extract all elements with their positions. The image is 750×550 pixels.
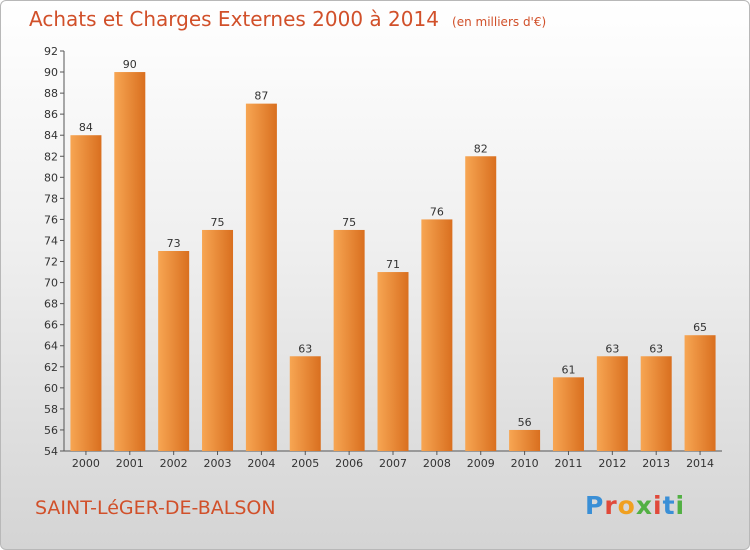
x-tick-label-2004: 2004 xyxy=(247,457,275,470)
x-tick-label-2005: 2005 xyxy=(291,457,319,470)
y-tick-label: 62 xyxy=(44,361,58,374)
value-label-2001: 90 xyxy=(123,58,137,71)
x-tick-label-2001: 2001 xyxy=(116,457,144,470)
x-tick-label-2013: 2013 xyxy=(642,457,670,470)
y-tick-label: 82 xyxy=(44,150,58,163)
y-tick-label: 72 xyxy=(44,256,58,269)
y-tick-label: 88 xyxy=(44,87,58,100)
bar-2012 xyxy=(596,356,628,451)
bar-2011 xyxy=(552,377,584,451)
logo-letter: P xyxy=(585,491,605,520)
y-tick-label: 70 xyxy=(44,277,58,290)
value-label-2012: 63 xyxy=(605,342,619,355)
x-tick-label-2008: 2008 xyxy=(423,457,451,470)
value-label-2013: 63 xyxy=(649,342,663,355)
logo-letter: o xyxy=(617,491,636,520)
bar-2000 xyxy=(70,135,102,452)
bar-2009 xyxy=(465,156,497,451)
bar-2010 xyxy=(509,429,541,451)
logo-letter: x xyxy=(635,491,653,520)
x-tick-label-2003: 2003 xyxy=(204,457,232,470)
bar-2005 xyxy=(289,356,321,451)
x-tick-label-2014: 2014 xyxy=(686,457,714,470)
y-tick-label: 86 xyxy=(44,108,58,121)
y-tick-label: 84 xyxy=(44,129,58,142)
chart-title-main: Achats et Charges Externes 2000 à 2014 xyxy=(29,7,439,31)
y-tick-label: 92 xyxy=(44,45,58,58)
logo-letter: i xyxy=(653,491,663,520)
logo-letter: t xyxy=(662,491,676,520)
value-label-2004: 87 xyxy=(254,90,268,103)
value-label-2002: 73 xyxy=(167,237,181,250)
y-tick-label: 74 xyxy=(44,234,58,247)
bar-2006 xyxy=(333,229,365,451)
x-tick-label-2002: 2002 xyxy=(160,457,188,470)
value-label-2010: 56 xyxy=(518,416,532,429)
bar-2013 xyxy=(640,356,672,451)
bar-2007 xyxy=(377,272,409,451)
y-tick-label: 78 xyxy=(44,192,58,205)
y-tick-label: 54 xyxy=(44,445,58,458)
bar-2008 xyxy=(421,219,453,451)
bar-2001 xyxy=(114,72,146,451)
y-tick-label: 90 xyxy=(44,66,58,79)
bar-2003 xyxy=(202,229,234,451)
y-tick-label: 66 xyxy=(44,319,58,332)
value-label-2009: 82 xyxy=(474,142,488,155)
bar-2014 xyxy=(684,335,716,451)
logo-letter: i xyxy=(675,491,686,520)
logo-letter: r xyxy=(604,491,618,520)
value-label-2000: 84 xyxy=(79,121,93,134)
x-tick-label-2000: 2000 xyxy=(72,457,100,470)
x-tick-label-2006: 2006 xyxy=(335,457,363,470)
chart-title: Achats et Charges Externes 2000 à 2014 (… xyxy=(29,7,546,31)
x-tick-label-2007: 2007 xyxy=(379,457,407,470)
value-label-2014: 65 xyxy=(693,321,707,334)
value-label-2006: 75 xyxy=(342,216,356,229)
x-tick-label-2012: 2012 xyxy=(598,457,626,470)
value-label-2003: 75 xyxy=(211,216,225,229)
value-label-2007: 71 xyxy=(386,258,400,271)
y-tick-label: 56 xyxy=(44,424,58,437)
y-tick-label: 64 xyxy=(44,340,58,353)
y-tick-label: 76 xyxy=(44,213,58,226)
chart-title-unit: (en milliers d'€) xyxy=(452,15,547,29)
value-label-2005: 63 xyxy=(298,342,312,355)
y-tick-label: 60 xyxy=(44,382,58,395)
bar-2004 xyxy=(245,103,277,451)
proxiti-logo[interactable]: Proxiti xyxy=(585,491,685,520)
y-tick-label: 68 xyxy=(44,298,58,311)
bar-2002 xyxy=(158,251,190,451)
y-tick-label: 80 xyxy=(44,171,58,184)
y-tick-label: 58 xyxy=(44,403,58,416)
value-label-2008: 76 xyxy=(430,205,444,218)
x-tick-label-2011: 2011 xyxy=(554,457,582,470)
value-label-2011: 61 xyxy=(561,363,575,376)
place-name: SAINT-LéGER-DE-BALSON xyxy=(35,497,276,519)
x-tick-label-2009: 2009 xyxy=(467,457,495,470)
x-tick-label-2010: 2010 xyxy=(511,457,539,470)
